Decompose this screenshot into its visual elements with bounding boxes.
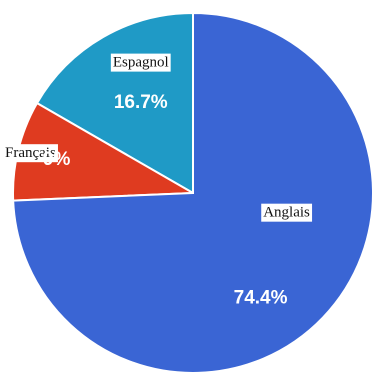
slice-category-label-francais: Français	[2, 144, 58, 163]
pie-slices	[12, 11, 374, 374]
slice-value-label-espagnol: 16.7%	[114, 92, 168, 113]
slice-category-label-anglais: Anglais	[261, 203, 313, 222]
slice-value-label-anglais: 74.4%	[234, 287, 288, 308]
slice-category-text: Espagnol	[113, 55, 169, 71]
slice-category-text: Anglais	[263, 205, 310, 221]
slice-category-label-espagnol: Espagnol	[110, 53, 171, 72]
slice-category-text: Français	[5, 145, 56, 161]
pie-slice-anglais	[12, 11, 374, 374]
slice-value-label-francais: 9%	[43, 149, 71, 170]
